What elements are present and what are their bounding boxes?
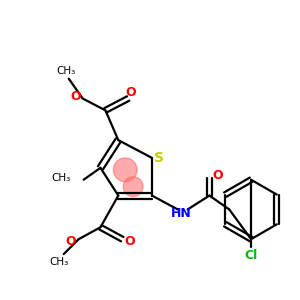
Text: S: S: [154, 151, 164, 165]
Circle shape: [113, 158, 137, 182]
Text: CH₃: CH₃: [56, 66, 75, 76]
Text: O: O: [212, 169, 223, 182]
Text: CH₃: CH₃: [52, 173, 71, 183]
Text: HN: HN: [171, 207, 192, 220]
Text: Cl: Cl: [244, 248, 258, 262]
Text: CH₃: CH₃: [49, 257, 68, 267]
Text: O: O: [126, 86, 136, 99]
Text: O: O: [125, 235, 136, 248]
Text: O: O: [70, 90, 81, 103]
Text: O: O: [65, 235, 76, 248]
Circle shape: [123, 177, 143, 196]
